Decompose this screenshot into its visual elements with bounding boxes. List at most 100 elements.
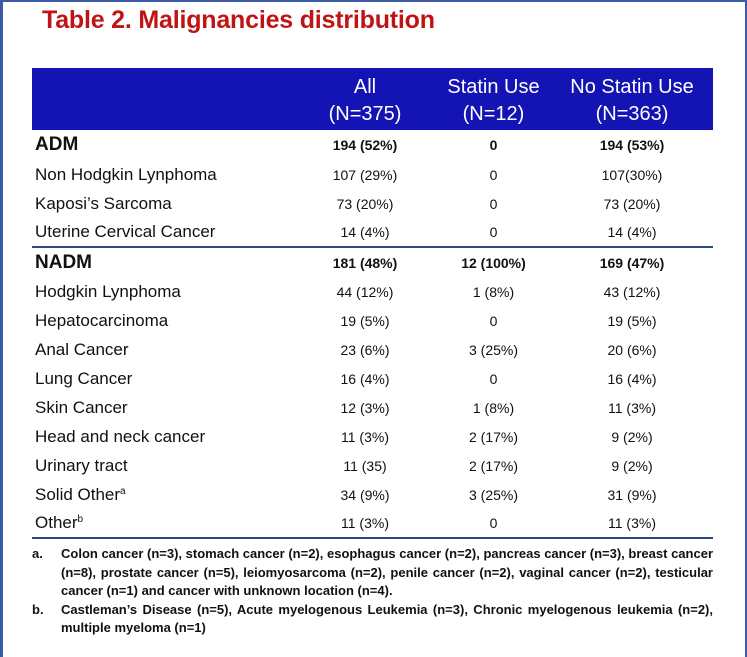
- cell-all: 34 (9%): [340, 486, 390, 503]
- footnote-text: Castleman’s Disease (n=5), Acute myeloge…: [61, 601, 713, 636]
- row-label: Non Hodgkin Lynphoma: [32, 160, 294, 189]
- footnote-ref: b: [77, 514, 84, 525]
- table-row: Otherb 11 (3%) 0 11 (3%): [32, 509, 713, 539]
- footnote-text: Colon cancer (n=3), stomach cancer (n=2)…: [61, 546, 713, 598]
- row-label-text: Hepatocarcinoma: [35, 310, 169, 330]
- footnote-ref: a: [120, 485, 126, 497]
- cell-statin: 0: [489, 312, 498, 329]
- table-title: Table 2. Malignancies distribution: [42, 6, 435, 34]
- table-row: Non Hodgkin Lynphoma 107 (29%) 0 107(30%): [32, 160, 713, 189]
- header-nostatin-label: No Statin Use: [570, 75, 694, 98]
- footnote-a: a. Colon cancer (n=3), stomach cancer (n…: [32, 545, 713, 601]
- row-label: Anal Cancer: [32, 335, 294, 364]
- cell-nostatin: 19 (5%): [607, 312, 657, 329]
- row-label-text: Solid Other: [35, 484, 121, 504]
- cell-statin: 0: [489, 370, 498, 387]
- table-row: Head and neck cancer 11 (3%) 2 (17%) 9 (2%): [32, 422, 713, 451]
- header-empty-cell: [32, 68, 294, 130]
- cell-statin: 2 (17%): [468, 457, 519, 474]
- cell-nostatin: 9 (2%): [611, 457, 653, 474]
- row-label-text: Skin Cancer: [35, 397, 128, 417]
- cell-nostatin: 11 (3%): [551, 509, 713, 539]
- row-label-text: NADM: [35, 251, 92, 273]
- table-row: Lung Cancer 16 (4%) 0 16 (4%): [32, 364, 713, 393]
- table-row: Anal Cancer 23 (6%) 3 (25%) 20 (6%): [32, 335, 713, 364]
- footnote-marker: a.: [32, 546, 43, 561]
- row-label-text: ADM: [35, 134, 79, 155]
- cell-statin: 1 (8%): [472, 399, 515, 416]
- table-header-row: All (N=375) Statin Use (N=12) No Statin …: [32, 68, 713, 130]
- malignancies-table: All (N=375) Statin Use (N=12) No Statin …: [32, 68, 713, 539]
- cell-statin: 3 (25%): [468, 341, 519, 358]
- header-all-n: (N=375): [328, 102, 402, 125]
- row-label-text: Head and neck cancer: [35, 426, 206, 446]
- header-no-statin-use: No Statin Use (N=363): [551, 68, 713, 130]
- header-all: All (N=375): [294, 68, 436, 130]
- cell-statin: 0: [489, 224, 498, 240]
- header-statin-label: Statin Use: [447, 75, 540, 98]
- cell-statin: 0: [489, 166, 498, 183]
- cell-nostatin: 31 (9%): [607, 486, 657, 503]
- table-row: Solid Othera 34 (9%) 3 (25%) 31 (9%): [32, 480, 713, 509]
- row-label-text: Urinary tract: [35, 455, 128, 475]
- table-row: Uterine Cervical Cancer 14 (4%) 0 14 (4%): [32, 218, 713, 247]
- cell-nostatin: 16 (4%): [607, 370, 657, 387]
- footnote-marker: b.: [32, 601, 44, 617]
- cell-statin: 1 (8%): [472, 283, 515, 300]
- cell-nostatin: 20 (6%): [607, 341, 657, 358]
- row-label-text: Anal Cancer: [35, 339, 129, 359]
- table-row: Skin Cancer 12 (3%) 1 (8%) 11 (3%): [32, 393, 713, 422]
- cell-nostatin: 11 (3%): [608, 399, 656, 416]
- footnote-b: b. Castleman’s Disease (n=5), Acute myel…: [32, 601, 713, 638]
- cell-statin: 0: [489, 137, 498, 153]
- row-label: Lung Cancer: [32, 364, 294, 393]
- table-row: NADM 181 (48%) 12 (100%) 169 (47%): [32, 246, 713, 277]
- row-label: ADM: [32, 130, 294, 160]
- row-label: Kaposi’s Sarcoma: [32, 189, 294, 218]
- cell-nostatin: 169 (47%): [551, 246, 713, 277]
- row-label: Otherb: [32, 509, 294, 539]
- table-row: Urinary tract 11 (35) 2 (17%) 9 (2%): [32, 451, 713, 480]
- row-label: Head and neck cancer: [32, 422, 294, 451]
- table-row: Hepatocarcinoma 19 (5%) 0 19 (5%): [32, 306, 713, 335]
- row-label-text: Non Hodgkin Lynphoma: [35, 164, 217, 184]
- cell-all: 194 (52%): [332, 137, 398, 153]
- cell-nostatin: 9 (2%): [611, 428, 653, 445]
- cell-all: 19 (5%): [340, 312, 390, 329]
- cell-all: 107 (29%): [332, 166, 398, 183]
- table-body: ADM 194 (52%) 0 194 (53%) Non Hodgkin Lynpho…: [32, 130, 713, 539]
- cell-all: 181 (48%): [294, 246, 436, 277]
- header-nostatin-n: (N=363): [595, 102, 669, 125]
- cell-nostatin: 194 (53%): [599, 137, 665, 153]
- header-statin-use: Statin Use (N=12): [436, 68, 551, 130]
- cell-all: 11 (35): [343, 457, 387, 474]
- cell-all: 11 (3%): [294, 509, 436, 539]
- row-label: Hepatocarcinoma: [32, 306, 294, 335]
- header-all-label: All: [353, 75, 377, 98]
- cell-nostatin: 14 (4%): [607, 224, 657, 240]
- cell-all: 16 (4%): [340, 370, 390, 387]
- cell-all: 11 (3%): [341, 428, 389, 445]
- cell-statin: 0: [489, 195, 498, 212]
- cell-nostatin: 43 (12%): [603, 283, 661, 300]
- row-label: Urinary tract: [32, 451, 294, 480]
- table-row: Hodgkin Lynphoma 44 (12%) 1 (8%) 43 (12%): [32, 277, 713, 306]
- row-label-text: Kaposi’s Sarcoma: [35, 193, 172, 213]
- cell-all: 23 (6%): [340, 341, 390, 358]
- row-label-text: Uterine Cervical Cancer: [35, 222, 216, 241]
- header-statin-n: (N=12): [462, 102, 525, 125]
- table-row: ADM 194 (52%) 0 194 (53%): [32, 130, 713, 160]
- cell-all: 12 (3%): [340, 399, 390, 416]
- cell-statin: 2 (17%): [468, 428, 519, 445]
- row-label-text: Other: [35, 513, 78, 532]
- cell-all: 44 (12%): [336, 283, 394, 300]
- row-label: Solid Othera: [32, 480, 294, 509]
- cell-all: 14 (4%): [340, 224, 390, 240]
- cell-nostatin: 73 (20%): [603, 195, 661, 212]
- row-label: NADM: [32, 246, 294, 277]
- row-label-text: Hodgkin Lynphoma: [35, 281, 181, 301]
- cell-statin: 3 (25%): [468, 486, 519, 503]
- cell-all: 73 (20%): [336, 195, 394, 212]
- table-row: Kaposi’s Sarcoma 73 (20%) 0 73 (20%): [32, 189, 713, 218]
